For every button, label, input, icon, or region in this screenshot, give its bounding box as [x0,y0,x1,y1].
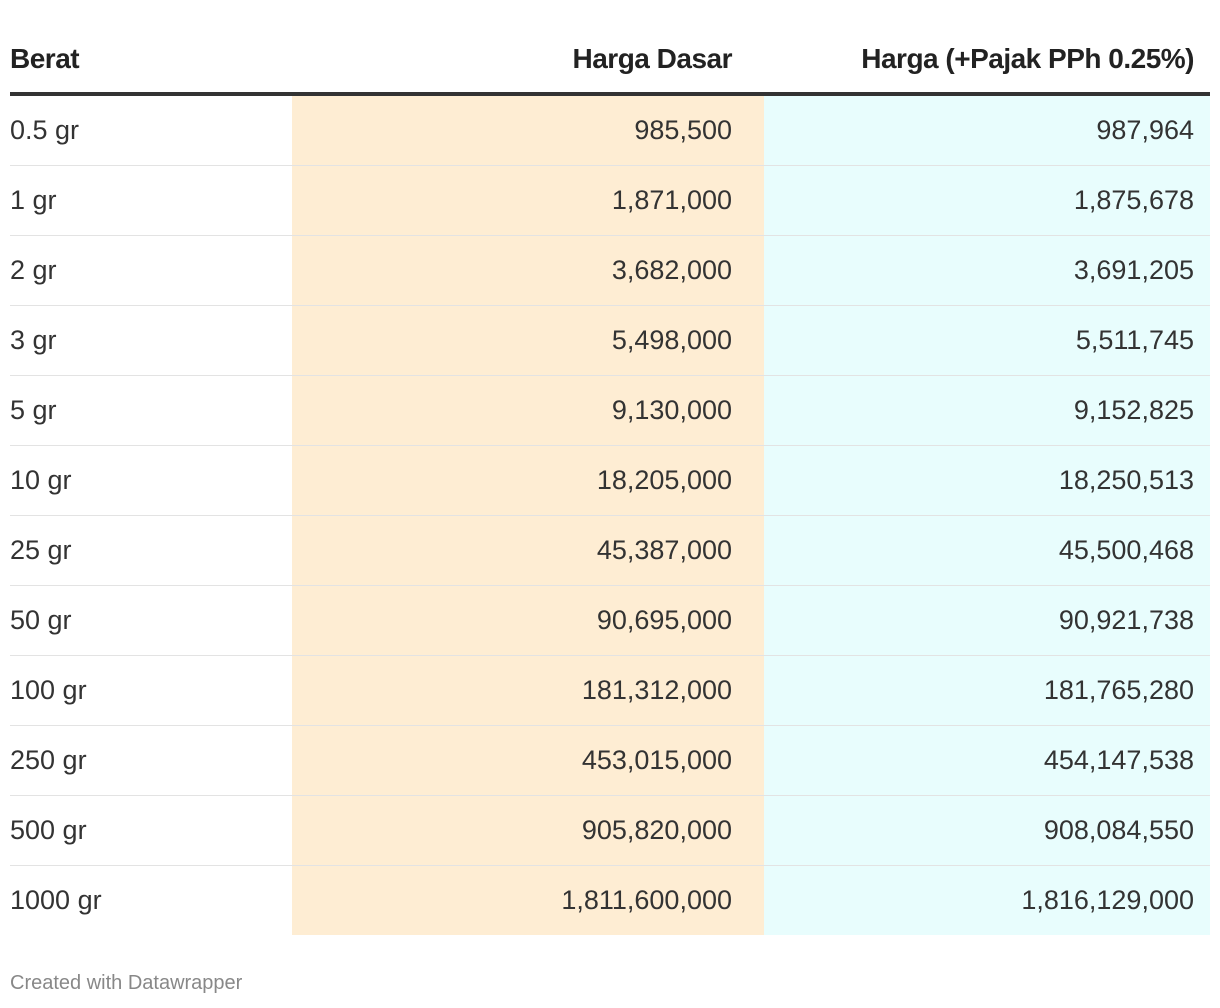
table-cell: 100 gr [10,655,292,726]
table-cell: 3 gr [10,305,292,376]
table-cell: 181,312,000 [292,655,764,726]
table-cell: 905,820,000 [292,795,764,866]
table-cell: 500 gr [10,795,292,866]
table-cell: 5,498,000 [292,305,764,376]
table-cell: 10 gr [10,445,292,516]
table-cell: 45,387,000 [292,515,764,586]
table-cell: 454,147,538 [764,725,1210,796]
table-cell: 18,250,513 [764,445,1210,516]
table-cell: 1,875,678 [764,165,1210,236]
table-cell: 5 gr [10,375,292,446]
table-cell: 0.5 gr [10,94,292,166]
table-cell: 453,015,000 [292,725,764,796]
table-row: 10 gr 18,205,000 18,250,513 [10,445,1210,516]
footer: Created with Datawrapper [10,972,243,994]
table-row: 5 gr 9,130,000 9,152,825 [10,375,1210,446]
table-row: 3 gr 5,498,000 5,511,745 [10,305,1210,376]
price-table: Berat Harga Dasar Harga (+Pajak PPh 0.25%)… [10,26,1210,935]
header-row: Berat Harga Dasar Harga (+Pajak PPh 0.25%) [10,26,1210,96]
table-row: 0.5 gr 985,500 987,964 [10,94,1210,166]
table-cell: 1000 gr [10,885,102,915]
table-cell: 985,500 [292,94,764,166]
table-cell: 5,511,745 [764,305,1210,376]
table-row: 1000 gr 1,811,600,000 1,816,129,000 [10,865,1210,935]
table-cell: 250 gr [10,725,292,796]
table-cell: 50 gr [10,585,292,656]
table-row: 50 gr 90,695,000 90,921,738 [10,585,1210,656]
table-cell: 1 gr [10,165,292,236]
table-cell: 90,695,000 [292,585,764,656]
table-cell: 45,500,468 [764,515,1210,586]
table-row: 25 gr 45,387,000 45,500,468 [10,515,1210,586]
table-cell: 3,691,205 [764,235,1210,306]
column-header: Harga Dasar [292,26,764,96]
table-row: 100 gr 181,312,000 181,765,280 [10,655,1210,726]
table-row: 500 gr 905,820,000 908,084,550 [10,795,1210,866]
table-cell: 1,816,129,000 [764,865,1210,935]
table-row: 250 gr 453,015,000 454,147,538 [10,725,1210,796]
table-cell: 3,682,000 [292,235,764,306]
table-cell: 25 gr [10,515,292,586]
table-body: 0.5 gr 985,500 987,964 1 gr 1,871,000 1,875,6… [10,94,1210,935]
column-header: Harga (+Pajak PPh 0.25%) [764,26,1210,96]
table-cell: 908,084,550 [764,795,1210,866]
table-cell: 18,205,000 [292,445,764,516]
table-row: 2 gr 3,682,000 3,691,205 [10,235,1210,306]
table-cell: 90,921,738 [764,585,1210,656]
table-cell: 2 gr [10,235,292,306]
table-cell: 181,765,280 [764,655,1210,726]
table-cell: 9,152,825 [764,375,1210,446]
table-row: 1 gr 1,871,000 1,875,678 [10,165,1210,236]
table-cell: 1,811,600,000 [292,865,764,935]
table-cell: 9,130,000 [292,375,764,446]
table-cell: 987,964 [764,94,1210,166]
table-cell: 1,871,000 [292,165,764,236]
column-header: Berat [10,26,292,96]
